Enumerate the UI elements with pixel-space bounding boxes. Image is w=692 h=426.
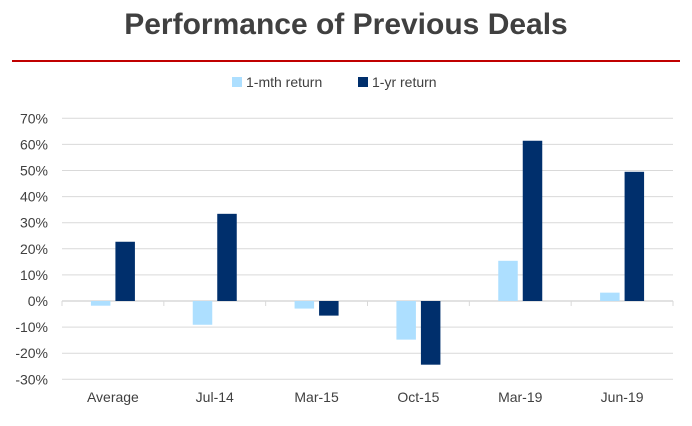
y-tick-label: 50% bbox=[20, 163, 48, 179]
legend-label: 1-yr return bbox=[372, 74, 437, 90]
y-tick-label: 0% bbox=[28, 293, 48, 309]
x-tick-label: Mar-19 bbox=[498, 389, 543, 405]
y-tick-label: -20% bbox=[15, 345, 48, 361]
x-tick-label: Jun-19 bbox=[601, 389, 644, 405]
bar-1-yr-oct-15 bbox=[420, 301, 441, 365]
bar-1-mth-jun-19 bbox=[600, 292, 620, 301]
bar-1-yr-jul-14 bbox=[217, 213, 237, 301]
bar-1-yr-mar-19 bbox=[522, 140, 543, 301]
x-tick-label: Jul-14 bbox=[196, 389, 234, 405]
x-tick-label: Average bbox=[87, 389, 139, 405]
y-tick-label: 10% bbox=[20, 267, 48, 283]
bar-1-yr-average bbox=[115, 241, 135, 301]
y-tick-label: -10% bbox=[15, 319, 48, 335]
bar-1-mth-oct-15 bbox=[396, 301, 416, 340]
y-tick-label: 60% bbox=[20, 136, 48, 152]
y-tick-label: 20% bbox=[20, 241, 48, 257]
legend-swatch bbox=[232, 77, 242, 87]
legend-label: 1-mth return bbox=[246, 74, 322, 90]
bar-1-mth-mar-15 bbox=[294, 301, 315, 309]
y-tick-label: -30% bbox=[15, 371, 48, 387]
y-tick-label: 70% bbox=[20, 110, 48, 126]
bar-1-mth-mar-19 bbox=[498, 260, 518, 301]
y-tick-label: 40% bbox=[20, 189, 48, 205]
title-divider bbox=[12, 60, 680, 62]
chart-title: Performance of Previous Deals bbox=[124, 8, 568, 41]
x-tick-label: Oct-15 bbox=[397, 389, 439, 405]
bar-1-yr-mar-15 bbox=[319, 301, 339, 316]
bar-1-yr-jun-19 bbox=[624, 171, 645, 301]
legend-swatch bbox=[358, 77, 368, 87]
bar-1-mth-jul-14 bbox=[192, 301, 213, 325]
bar-1-mth-average bbox=[90, 301, 111, 306]
y-tick-label: 30% bbox=[20, 215, 48, 231]
x-tick-label: Mar-15 bbox=[294, 389, 339, 405]
